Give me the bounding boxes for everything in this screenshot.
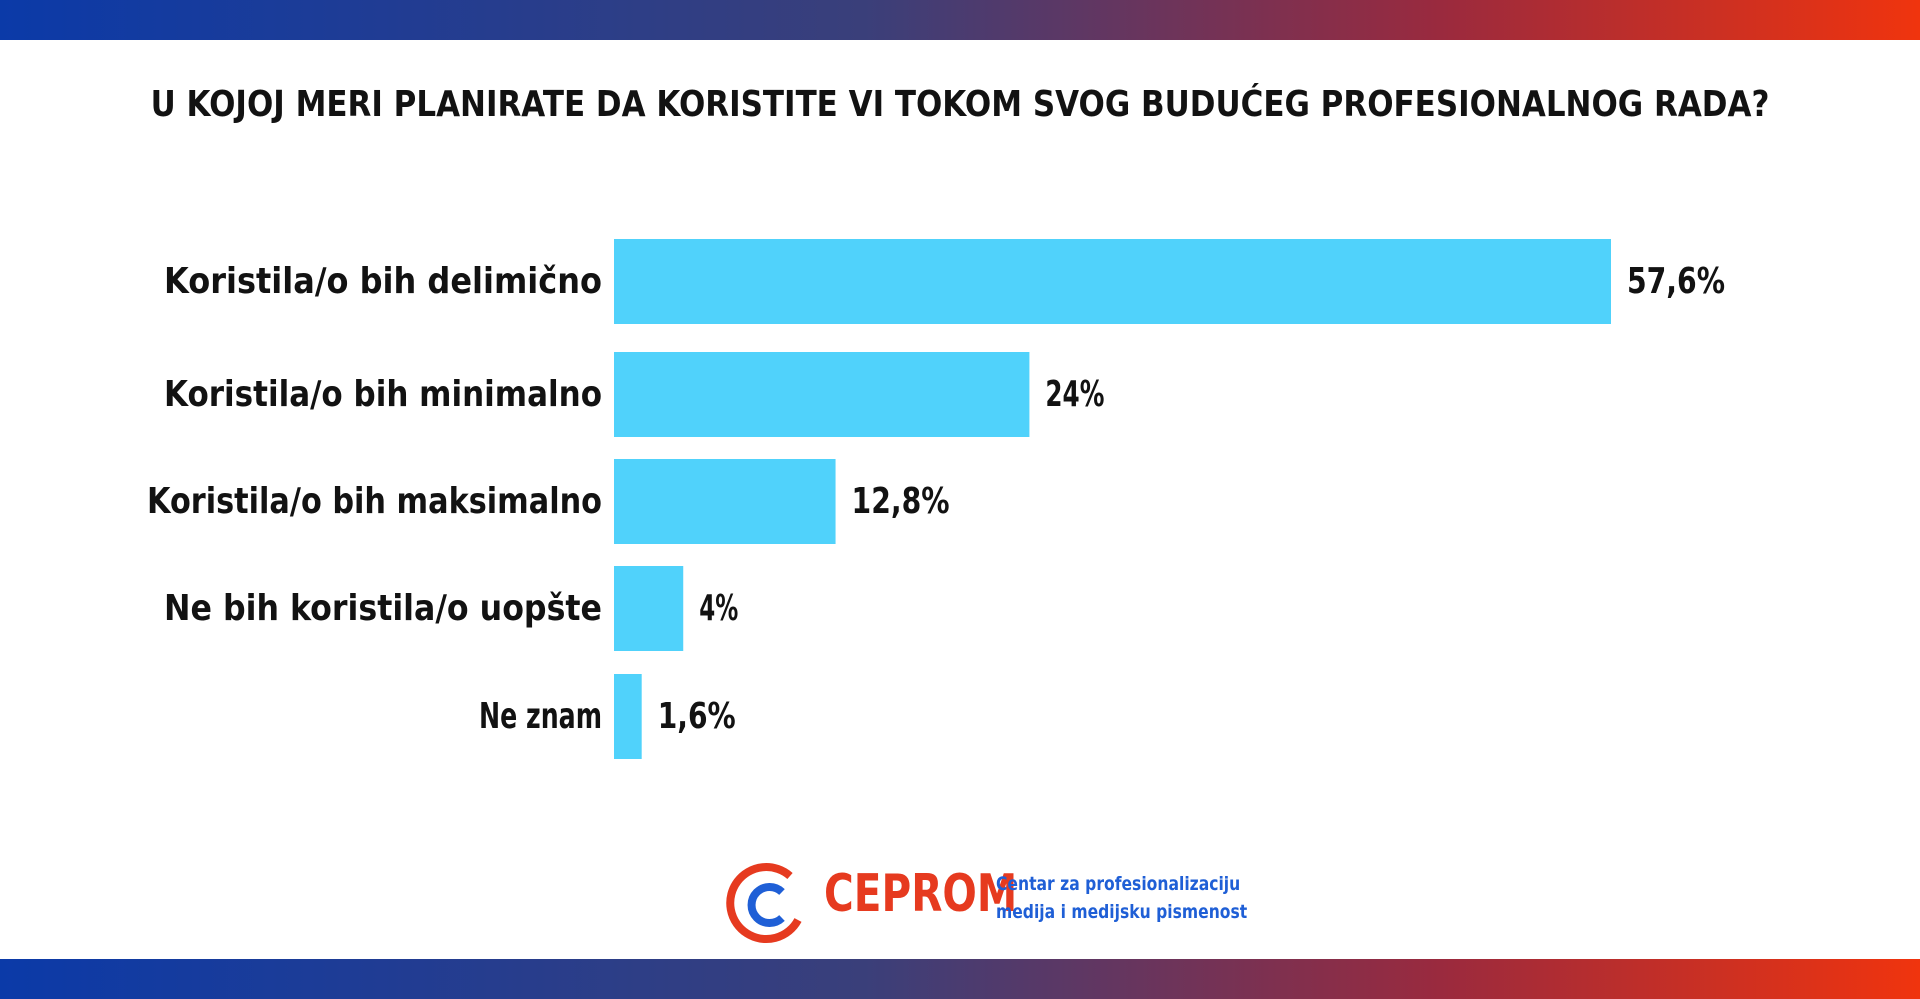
bar-4 [614,566,684,651]
category-label-5: Ne znam [479,696,602,737]
category-label-2: Koristila/o bih minimalno [164,374,602,415]
bar-2 [614,352,1030,437]
bar-5 [614,674,642,759]
category-label-4: Ne bih koristila/o uopšte [164,588,602,629]
chart-title: U KOJOJ MERI PLANIRATE DA KORISTITE VI T… [150,84,1770,125]
cepron-logo: CEPROM Centar za profesionalizaciju medi… [726,858,1247,944]
bar-1 [614,239,1611,324]
value-label-2: 24% [1045,374,1104,415]
value-label-5: 1,6% [658,696,736,737]
value-label-3: 12,8% [852,481,950,522]
logo-tagline-line-1: Centar za profesionalizaciju [996,873,1241,895]
logo-tagline: Centar za profesionalizaciju medija i me… [996,870,1247,926]
logo-tagline-line-2: medija i medijsku pismenost [996,901,1248,923]
logo-mark-icon [726,863,802,944]
logo-name: CEPROM [824,864,1018,924]
value-label-4: 4% [699,588,738,629]
value-label-1: 57,6% [1627,261,1725,302]
category-label-3: Koristila/o bih maksimalno [147,481,602,522]
bar-3 [614,459,836,544]
category-label-1: Koristila/o bih delimično [164,261,602,302]
bottom-gradient-band [0,959,1920,999]
top-gradient-band [0,0,1920,40]
